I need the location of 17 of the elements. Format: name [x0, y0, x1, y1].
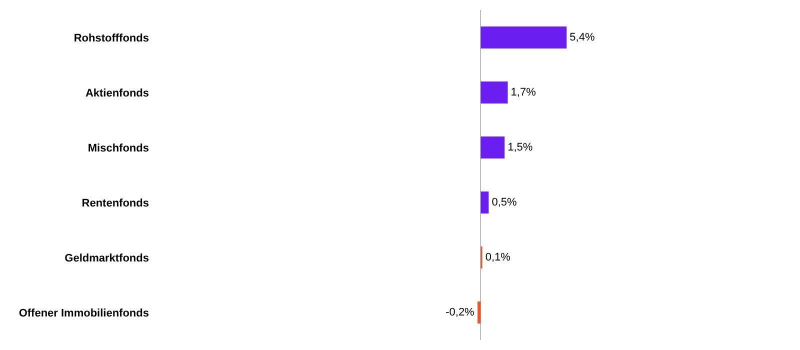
y-tick-label: Rohstofffonds: [74, 32, 149, 44]
data-label: 0,1%: [485, 252, 511, 264]
bar: [478, 302, 481, 324]
data-label: -0,2%: [446, 306, 475, 318]
y-tick-label: Mischfonds: [88, 142, 149, 154]
data-label: 1,5%: [508, 142, 533, 154]
bar: [480, 192, 489, 214]
bar: [480, 82, 508, 104]
bar: [480, 136, 505, 158]
bar: [480, 26, 567, 48]
y-tick-label: Aktienfonds: [85, 87, 149, 100]
y-tick-label: Rentenfonds: [82, 197, 149, 210]
data-label: 1,7%: [510, 86, 536, 98]
data-label: 0,5%: [492, 196, 517, 208]
y-tick-label: Offener Immobilienfonds: [18, 307, 149, 320]
data-label: 5,4%: [570, 32, 595, 44]
y-tick-label: Geldmarktfonds: [64, 252, 149, 264]
